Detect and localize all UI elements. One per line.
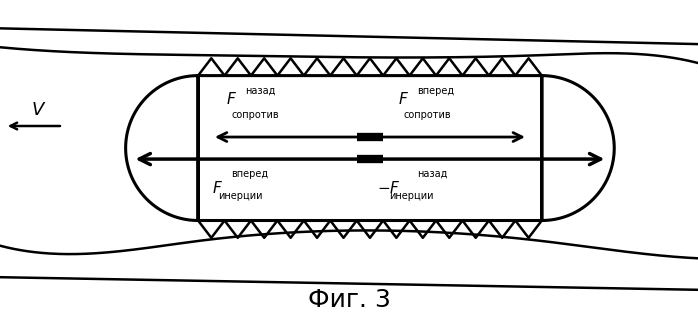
Text: $\mathit{F}$: $\mathit{F}$ xyxy=(226,91,237,107)
Polygon shape xyxy=(126,76,614,220)
Text: назад: назад xyxy=(246,86,276,96)
Text: инерции: инерции xyxy=(218,191,262,201)
Text: вперед: вперед xyxy=(417,86,454,96)
Text: $\mathit{F}$: $\mathit{F}$ xyxy=(398,91,409,107)
Text: вперед: вперед xyxy=(232,169,269,179)
Text: сопротив: сопротив xyxy=(232,110,279,120)
Text: $\mathit{V}$: $\mathit{V}$ xyxy=(31,101,46,119)
Text: инерции: инерции xyxy=(389,191,434,201)
Text: $- \mathit{F}$: $- \mathit{F}$ xyxy=(377,180,401,196)
Text: $\mathit{F}$: $\mathit{F}$ xyxy=(212,180,223,196)
Text: Фиг. 3: Фиг. 3 xyxy=(308,288,390,312)
Text: сопротив: сопротив xyxy=(403,110,451,120)
Text: назад: назад xyxy=(417,169,448,179)
